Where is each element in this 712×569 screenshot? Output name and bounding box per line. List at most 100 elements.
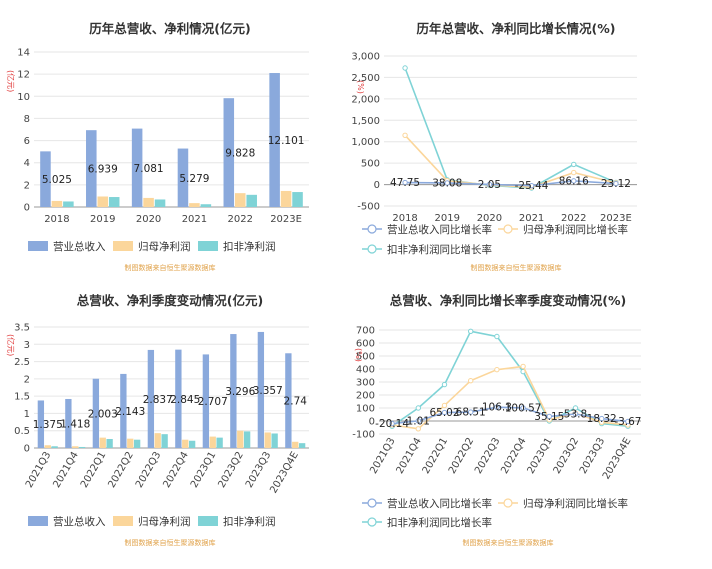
bar-revenue	[131, 128, 143, 207]
chart-annual-growth: 历年总营收、净利同比增长情况(%) (%) -500 0 500 1,000 1,500 2,…	[351, 21, 637, 272]
data-label: 2.845	[170, 394, 200, 406]
x-tick-label: 2021	[182, 214, 207, 225]
y-tick-label: 3,000	[351, 52, 380, 63]
data-label: 5.025	[42, 174, 72, 186]
legend-label: 归母净利润同比增长率	[523, 497, 628, 510]
y-tick-label: 700	[356, 326, 375, 337]
source-note: 制图数据来自恒生聚源数据库	[125, 538, 216, 547]
bar-netprofit	[97, 196, 109, 207]
legend-swatch	[198, 516, 218, 526]
y-tick-label: 4	[24, 158, 30, 169]
y-tick-label: 2	[24, 374, 30, 385]
bar-revenue	[202, 354, 210, 448]
data-label: 65.02	[429, 407, 459, 419]
bar-revenue	[257, 331, 265, 448]
source-note: 制图数据来自恒生聚源数据库	[463, 538, 554, 547]
legend-label: 归母净利润同比增长率	[523, 223, 628, 236]
x-tick-label: 2023Q2	[552, 436, 581, 476]
bar-deducted	[106, 439, 113, 448]
source-note: 制图数据来自恒生聚源数据库	[125, 263, 216, 272]
bar-revenue	[230, 334, 237, 448]
bar-deducted	[108, 197, 120, 207]
series-point	[494, 333, 500, 340]
bar-netprofit	[99, 437, 106, 448]
data-label: 7.081	[134, 163, 164, 175]
unit-label: (%)	[354, 348, 363, 362]
data-label: 5.279	[179, 173, 209, 185]
bar-netprofit	[237, 430, 244, 448]
bar-netprofit	[72, 446, 79, 448]
legend-label: 扣非净利润同比增长率	[387, 516, 492, 529]
legend: 营业总收入 归母净利润 扣非净利润	[28, 240, 276, 253]
bar-netprofit	[280, 190, 292, 207]
legend-swatch-marker	[367, 498, 377, 508]
x-tick-label: 2020	[136, 214, 161, 225]
legend-label: 扣非净利润	[223, 515, 276, 528]
data-label: 2.05	[478, 179, 501, 191]
series-point	[572, 405, 579, 411]
y-tick-label: 0	[374, 180, 380, 191]
chart-quarterly-amount: 总营收、净利季度变动情况(亿元) (亿元) 0 0.5 1 1.5 2 2.5 3 3.5 2021…	[6, 293, 309, 547]
legend-label: 营业总收入同比增长率	[387, 223, 492, 236]
bar-netprofit	[44, 445, 51, 448]
x-tick-label: 2022	[561, 213, 586, 224]
series-point	[486, 181, 493, 188]
data-label: 1.418	[60, 418, 90, 430]
series-point	[441, 409, 448, 416]
bar-deducted	[200, 204, 212, 207]
bar-deducted	[298, 443, 306, 448]
data-label: 47.75	[390, 177, 420, 189]
y-tick-label: 1	[24, 409, 30, 420]
data-label: -25.44	[515, 180, 549, 192]
data-label: 1.01	[407, 415, 430, 427]
x-tick-label: 2021Q4	[395, 436, 424, 476]
y-tick-label: -500	[357, 202, 380, 213]
bar-revenue	[40, 151, 51, 207]
legend-label: 归母净利润	[138, 240, 191, 253]
legend-swatch	[113, 516, 133, 526]
y-tick-label: 400	[356, 365, 375, 376]
x-tick-label: 2021	[519, 213, 544, 224]
series-point	[494, 404, 500, 410]
chart-title: 历年总营收、净利同比增长情况(%)	[417, 21, 616, 36]
data-label: 2.003	[88, 408, 118, 420]
bar-revenue	[65, 398, 72, 448]
series-point	[441, 402, 448, 409]
bar-deducted	[63, 201, 74, 207]
x-tick-label: 2023Q3	[578, 436, 607, 476]
data-label: -3.67	[614, 416, 641, 428]
bar-deducted	[154, 199, 166, 207]
y-tick-label: 1.5	[14, 392, 30, 403]
legend-swatch-marker	[503, 224, 513, 234]
legend-swatch	[28, 241, 48, 251]
legend-swatch	[113, 241, 133, 251]
data-label: -20.14	[375, 418, 409, 430]
bar-netprofit	[209, 436, 216, 448]
y-tick-label: 0	[24, 203, 30, 214]
series-point	[494, 366, 500, 373]
bar-revenue	[175, 349, 182, 448]
y-tick-label: 6	[24, 136, 30, 147]
data-label: 3.357	[253, 385, 283, 397]
data-label: 12.101	[268, 135, 305, 147]
y-tick-label: 2,000	[351, 94, 380, 105]
legend-label: 扣非净利润	[223, 240, 276, 253]
legend: 营业总收入 归母净利润 扣非净利润	[28, 515, 276, 528]
chart-title: 总营收、净利季度变动情况(亿元)	[77, 293, 263, 308]
bar-netprofit	[143, 197, 154, 207]
y-tick-label: 300	[356, 378, 375, 389]
series-point	[415, 418, 421, 424]
bar-netprofit	[127, 438, 134, 448]
bar-revenue	[223, 98, 235, 207]
data-label: 1.375	[33, 419, 63, 431]
bar-deducted	[161, 434, 168, 448]
series-line-0	[392, 406, 628, 425]
x-tick-label: 2022Q2	[447, 436, 476, 476]
bar-revenue	[285, 353, 292, 448]
series-point	[389, 420, 395, 427]
series-point	[468, 409, 474, 415]
x-tick-label: 2021Q3	[368, 436, 397, 476]
